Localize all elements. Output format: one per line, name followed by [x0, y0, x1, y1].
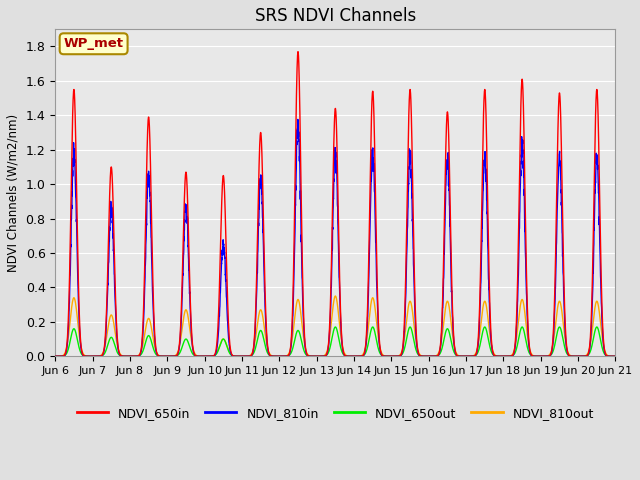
- NDVI_650in: [119, 353, 127, 359]
- NDVI_650out: [51, 353, 59, 359]
- NDVI_650out: [86, 353, 94, 359]
- NDVI_810in: [86, 353, 94, 359]
- NDVI_650in: [118, 353, 125, 359]
- NDVI_810out: [118, 353, 125, 359]
- NDVI_650out: [225, 350, 233, 356]
- NDVI_810in: [119, 353, 127, 359]
- NDVI_810out: [119, 353, 127, 359]
- NDVI_810out: [612, 353, 620, 359]
- Text: WP_met: WP_met: [63, 37, 124, 50]
- NDVI_810in: [438, 312, 446, 318]
- NDVI_650out: [118, 353, 125, 359]
- NDVI_810out: [332, 293, 339, 299]
- NDVI_810in: [225, 343, 233, 348]
- NDVI_810out: [225, 349, 233, 355]
- NDVI_650out: [332, 324, 339, 330]
- NDVI_650in: [484, 218, 492, 224]
- NDVI_650in: [438, 303, 446, 309]
- NDVI_650out: [612, 353, 620, 359]
- Line: NDVI_810out: NDVI_810out: [55, 296, 616, 356]
- Line: NDVI_650out: NDVI_650out: [55, 327, 616, 356]
- NDVI_650out: [484, 335, 492, 341]
- NDVI_650out: [119, 353, 127, 359]
- NDVI_810out: [51, 353, 59, 359]
- NDVI_810in: [118, 353, 125, 359]
- NDVI_810out: [484, 316, 492, 322]
- NDVI_810in: [294, 117, 301, 122]
- Title: SRS NDVI Channels: SRS NDVI Channels: [255, 7, 416, 25]
- NDVI_810out: [438, 331, 446, 336]
- Line: NDVI_810in: NDVI_810in: [55, 120, 616, 356]
- NDVI_650out: [438, 344, 446, 349]
- NDVI_810in: [51, 353, 59, 359]
- NDVI_650in: [86, 353, 94, 359]
- NDVI_650in: [225, 336, 233, 342]
- Y-axis label: NDVI Channels (W/m2/nm): NDVI Channels (W/m2/nm): [7, 114, 20, 272]
- NDVI_810in: [484, 248, 492, 253]
- Line: NDVI_650in: NDVI_650in: [55, 52, 616, 356]
- NDVI_650in: [294, 49, 302, 55]
- NDVI_810out: [86, 353, 94, 359]
- NDVI_650in: [612, 353, 620, 359]
- Legend: NDVI_650in, NDVI_810in, NDVI_650out, NDVI_810out: NDVI_650in, NDVI_810in, NDVI_650out, NDV…: [72, 402, 599, 425]
- NDVI_810in: [612, 353, 620, 359]
- NDVI_650in: [51, 353, 59, 359]
